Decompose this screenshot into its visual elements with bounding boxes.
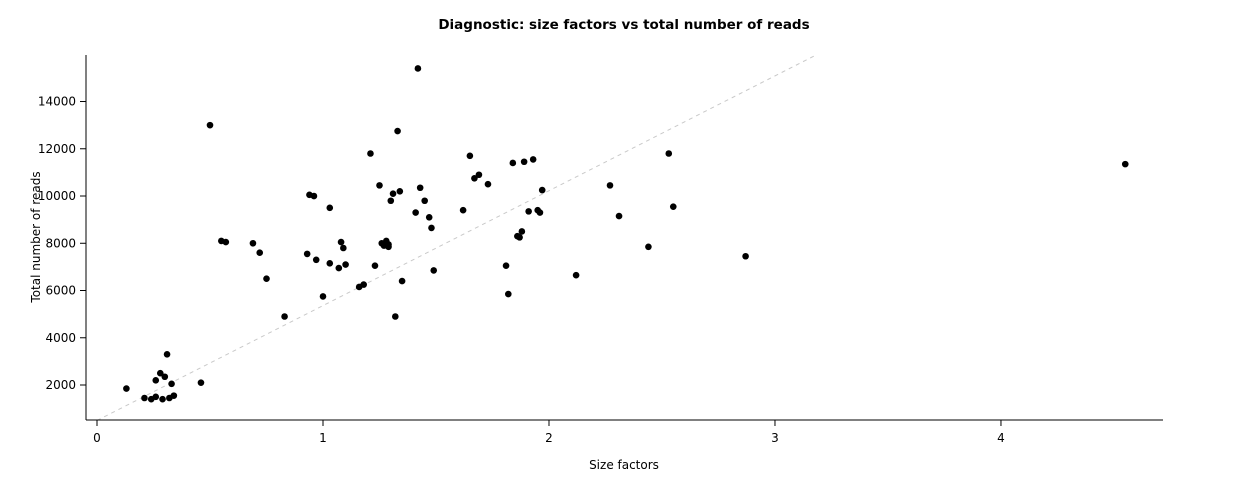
data-point (430, 267, 438, 274)
data-point (326, 260, 334, 267)
data-point (319, 293, 327, 300)
data-point (389, 190, 397, 197)
data-point (396, 187, 404, 195)
y-tick-label: 10000 (38, 189, 76, 203)
data-point (392, 313, 399, 320)
data-point (156, 369, 164, 377)
data-point (505, 290, 512, 298)
y-tick-label: 8000 (45, 236, 76, 250)
data-point (303, 250, 311, 258)
data-point (466, 152, 474, 160)
data-point (615, 212, 623, 220)
axes-layer: 0 1 2 3 4 2000 4000 6000 8000 10000 12000 14000 (38, 55, 1163, 445)
data-point (520, 158, 528, 166)
data-point (484, 180, 492, 188)
data-point (669, 203, 677, 210)
data-point (326, 204, 334, 212)
data-point (152, 393, 160, 401)
data-point (428, 224, 435, 232)
data-point (141, 394, 148, 402)
trend-line-layer (96, 55, 818, 420)
y-axis-label: Total number of reads (29, 171, 43, 303)
data-point (536, 209, 544, 216)
data-point (371, 262, 379, 270)
data-point (606, 182, 614, 189)
data-point (161, 373, 169, 381)
data-point (421, 197, 428, 205)
data-point (387, 197, 395, 205)
data-point (249, 239, 257, 247)
data-point (509, 159, 517, 167)
y-tick-label: 14000 (38, 95, 76, 109)
chart-title: Diagnostic: size factors vs total number… (438, 17, 809, 33)
data-point (529, 156, 537, 163)
data-point (645, 243, 652, 251)
data-point (425, 213, 433, 221)
data-point (256, 249, 264, 257)
data-point (416, 184, 424, 192)
data-point (170, 392, 178, 399)
y-tick-label: 6000 (45, 284, 76, 298)
data-point (475, 171, 483, 179)
y-tick-label: 2000 (45, 378, 76, 392)
data-point (281, 313, 288, 320)
data-point (337, 238, 345, 246)
data-point (394, 127, 401, 135)
data-point (538, 186, 546, 194)
data-point (263, 275, 270, 283)
data-point (414, 65, 422, 72)
data-point (152, 376, 160, 384)
data-point (310, 192, 318, 200)
x-tick-label: 2 (545, 431, 553, 445)
trend-line (96, 55, 818, 420)
data-point (222, 238, 230, 246)
data-point (665, 150, 673, 157)
data-point (412, 209, 419, 216)
data-point (159, 395, 166, 403)
data-point (342, 261, 349, 268)
data-point (360, 281, 367, 288)
data-point (525, 208, 532, 215)
y-tick-label: 4000 (45, 331, 76, 345)
data-point (367, 150, 374, 157)
data-point (312, 256, 320, 264)
data-point (340, 244, 347, 252)
data-point (572, 271, 580, 279)
data-point (518, 228, 526, 235)
x-axis-label: Size factors (589, 458, 659, 472)
data-point (335, 264, 343, 272)
data-point (471, 174, 478, 182)
data-point (516, 234, 523, 241)
points-layer (123, 65, 1129, 403)
x-tick-label: 0 (93, 431, 101, 445)
x-tick-label: 1 (319, 431, 327, 445)
data-point (123, 385, 130, 392)
data-point (376, 182, 383, 189)
data-point (163, 351, 171, 358)
data-point (197, 379, 205, 386)
data-point (385, 243, 392, 251)
data-point (502, 262, 510, 270)
data-point (459, 206, 467, 214)
data-point (168, 380, 175, 388)
data-point (1121, 160, 1129, 168)
y-tick-label: 12000 (38, 142, 76, 156)
x-tick-label: 4 (997, 431, 1005, 445)
data-point (206, 121, 214, 129)
x-tick-label: 3 (771, 431, 779, 445)
data-point (398, 277, 406, 285)
data-point (742, 252, 749, 260)
